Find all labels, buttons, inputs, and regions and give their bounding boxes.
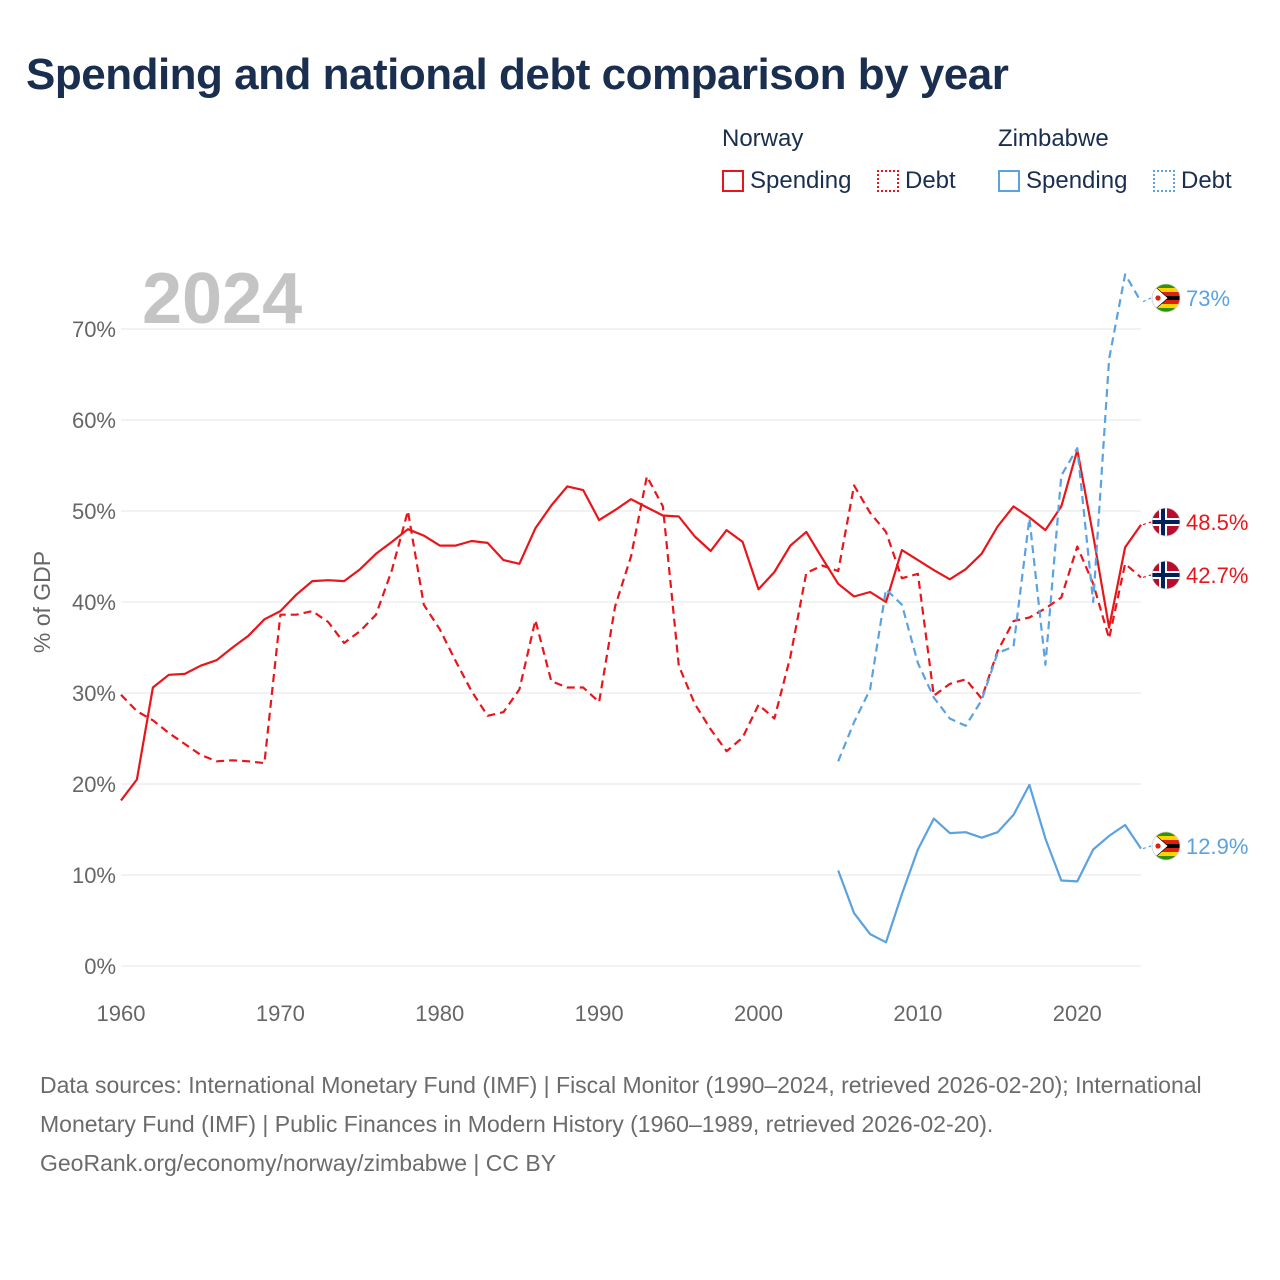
series-line-norway-spending[interactable] bbox=[120, 448, 1142, 802]
legend-zimbabwe-label: Zimbabwe bbox=[998, 125, 1109, 152]
y-tick-label: 10% bbox=[72, 863, 116, 888]
y-tick-label: 40% bbox=[72, 590, 116, 615]
y-tick-label: 70% bbox=[72, 317, 116, 342]
end-label-leader bbox=[1142, 574, 1152, 579]
x-tick-label: 1960 bbox=[97, 1001, 146, 1026]
norway-flag-icon bbox=[1151, 560, 1181, 590]
end-label-leader bbox=[1142, 297, 1152, 303]
series-lines bbox=[120, 273, 1142, 944]
legend-swatch-dotted-icon bbox=[1153, 170, 1175, 192]
series-line-zimbabwe-debt[interactable] bbox=[837, 273, 1142, 762]
end-value-label: 12.9% bbox=[1186, 834, 1248, 859]
chart-title: Spending and national debt comparison by… bbox=[26, 50, 1009, 99]
y-tick-label: 50% bbox=[72, 499, 116, 524]
credit-link[interactable]: GeoRank.org/economy/norway/zimbabwe | CC… bbox=[40, 1150, 557, 1176]
legend-norway-spending-label: Spending bbox=[750, 167, 852, 194]
end-value-label: 42.7% bbox=[1186, 563, 1248, 588]
zimbabwe-flag-icon bbox=[1151, 283, 1181, 313]
series-line-zimbabwe-spending[interactable] bbox=[837, 783, 1142, 944]
series-line-norway-debt[interactable] bbox=[120, 475, 1142, 765]
legend-zimbabwe-spending-label: Spending bbox=[1026, 167, 1128, 194]
legend-norway-debt[interactable]: Debt bbox=[877, 166, 956, 196]
end-labels: 48.5% 42.7% 12.9% 73% bbox=[1142, 283, 1248, 861]
end-label-leader bbox=[1142, 521, 1152, 526]
legend-swatch-solid-icon bbox=[722, 170, 744, 192]
y-tick-label: 0% bbox=[84, 954, 116, 979]
end-label-leader bbox=[1142, 845, 1152, 850]
legend-zimbabwe-debt-label: Debt bbox=[1181, 167, 1232, 194]
legend-zimbabwe-debt[interactable]: Debt bbox=[1153, 166, 1232, 196]
legend-swatch-solid-icon bbox=[998, 170, 1020, 192]
y-tick-label: 30% bbox=[72, 681, 116, 706]
norway-flag-icon bbox=[1151, 507, 1181, 537]
y-tick-label: 20% bbox=[72, 772, 116, 797]
legend-zimbabwe-spending[interactable]: Spending bbox=[998, 166, 1127, 196]
zimbabwe-flag-icon bbox=[1151, 831, 1181, 861]
end-value-label: 73% bbox=[1186, 286, 1230, 311]
legend-norway-label: Norway bbox=[722, 125, 804, 152]
year-watermark: 2024 bbox=[142, 259, 302, 339]
x-tick-label: 1990 bbox=[575, 1001, 624, 1026]
data-sources: Data sources: International Monetary Fun… bbox=[40, 1072, 1202, 1137]
x-tick-label: 1970 bbox=[256, 1001, 305, 1026]
x-tick-label: 1980 bbox=[415, 1001, 464, 1026]
x-tick-label: 2000 bbox=[734, 1001, 783, 1026]
footer: Data sources: International Monetary Fun… bbox=[40, 1066, 1240, 1183]
legend-swatch-dotted-icon bbox=[877, 170, 899, 192]
x-tick-label: 2010 bbox=[893, 1001, 942, 1026]
y-tick-label: 60% bbox=[72, 408, 116, 433]
legend-norway-spending[interactable]: Spending bbox=[722, 166, 851, 196]
y-axis-label: % of GDP bbox=[29, 551, 55, 653]
axes: 0% 10% 20% 30% 40% 50% 60% 70% 1960 1970 1980 1990 2… bbox=[72, 317, 1102, 1026]
legend-norway-debt-label: Debt bbox=[905, 167, 956, 194]
end-value-label: 48.5% bbox=[1186, 510, 1248, 535]
x-tick-label: 2020 bbox=[1053, 1001, 1102, 1026]
gridlines bbox=[121, 328, 1141, 967]
line-chart: 2024 0% 10% 20% 30% 40% 50% 60% 70% 1960 1970 1980… bbox=[29, 259, 1248, 1026]
